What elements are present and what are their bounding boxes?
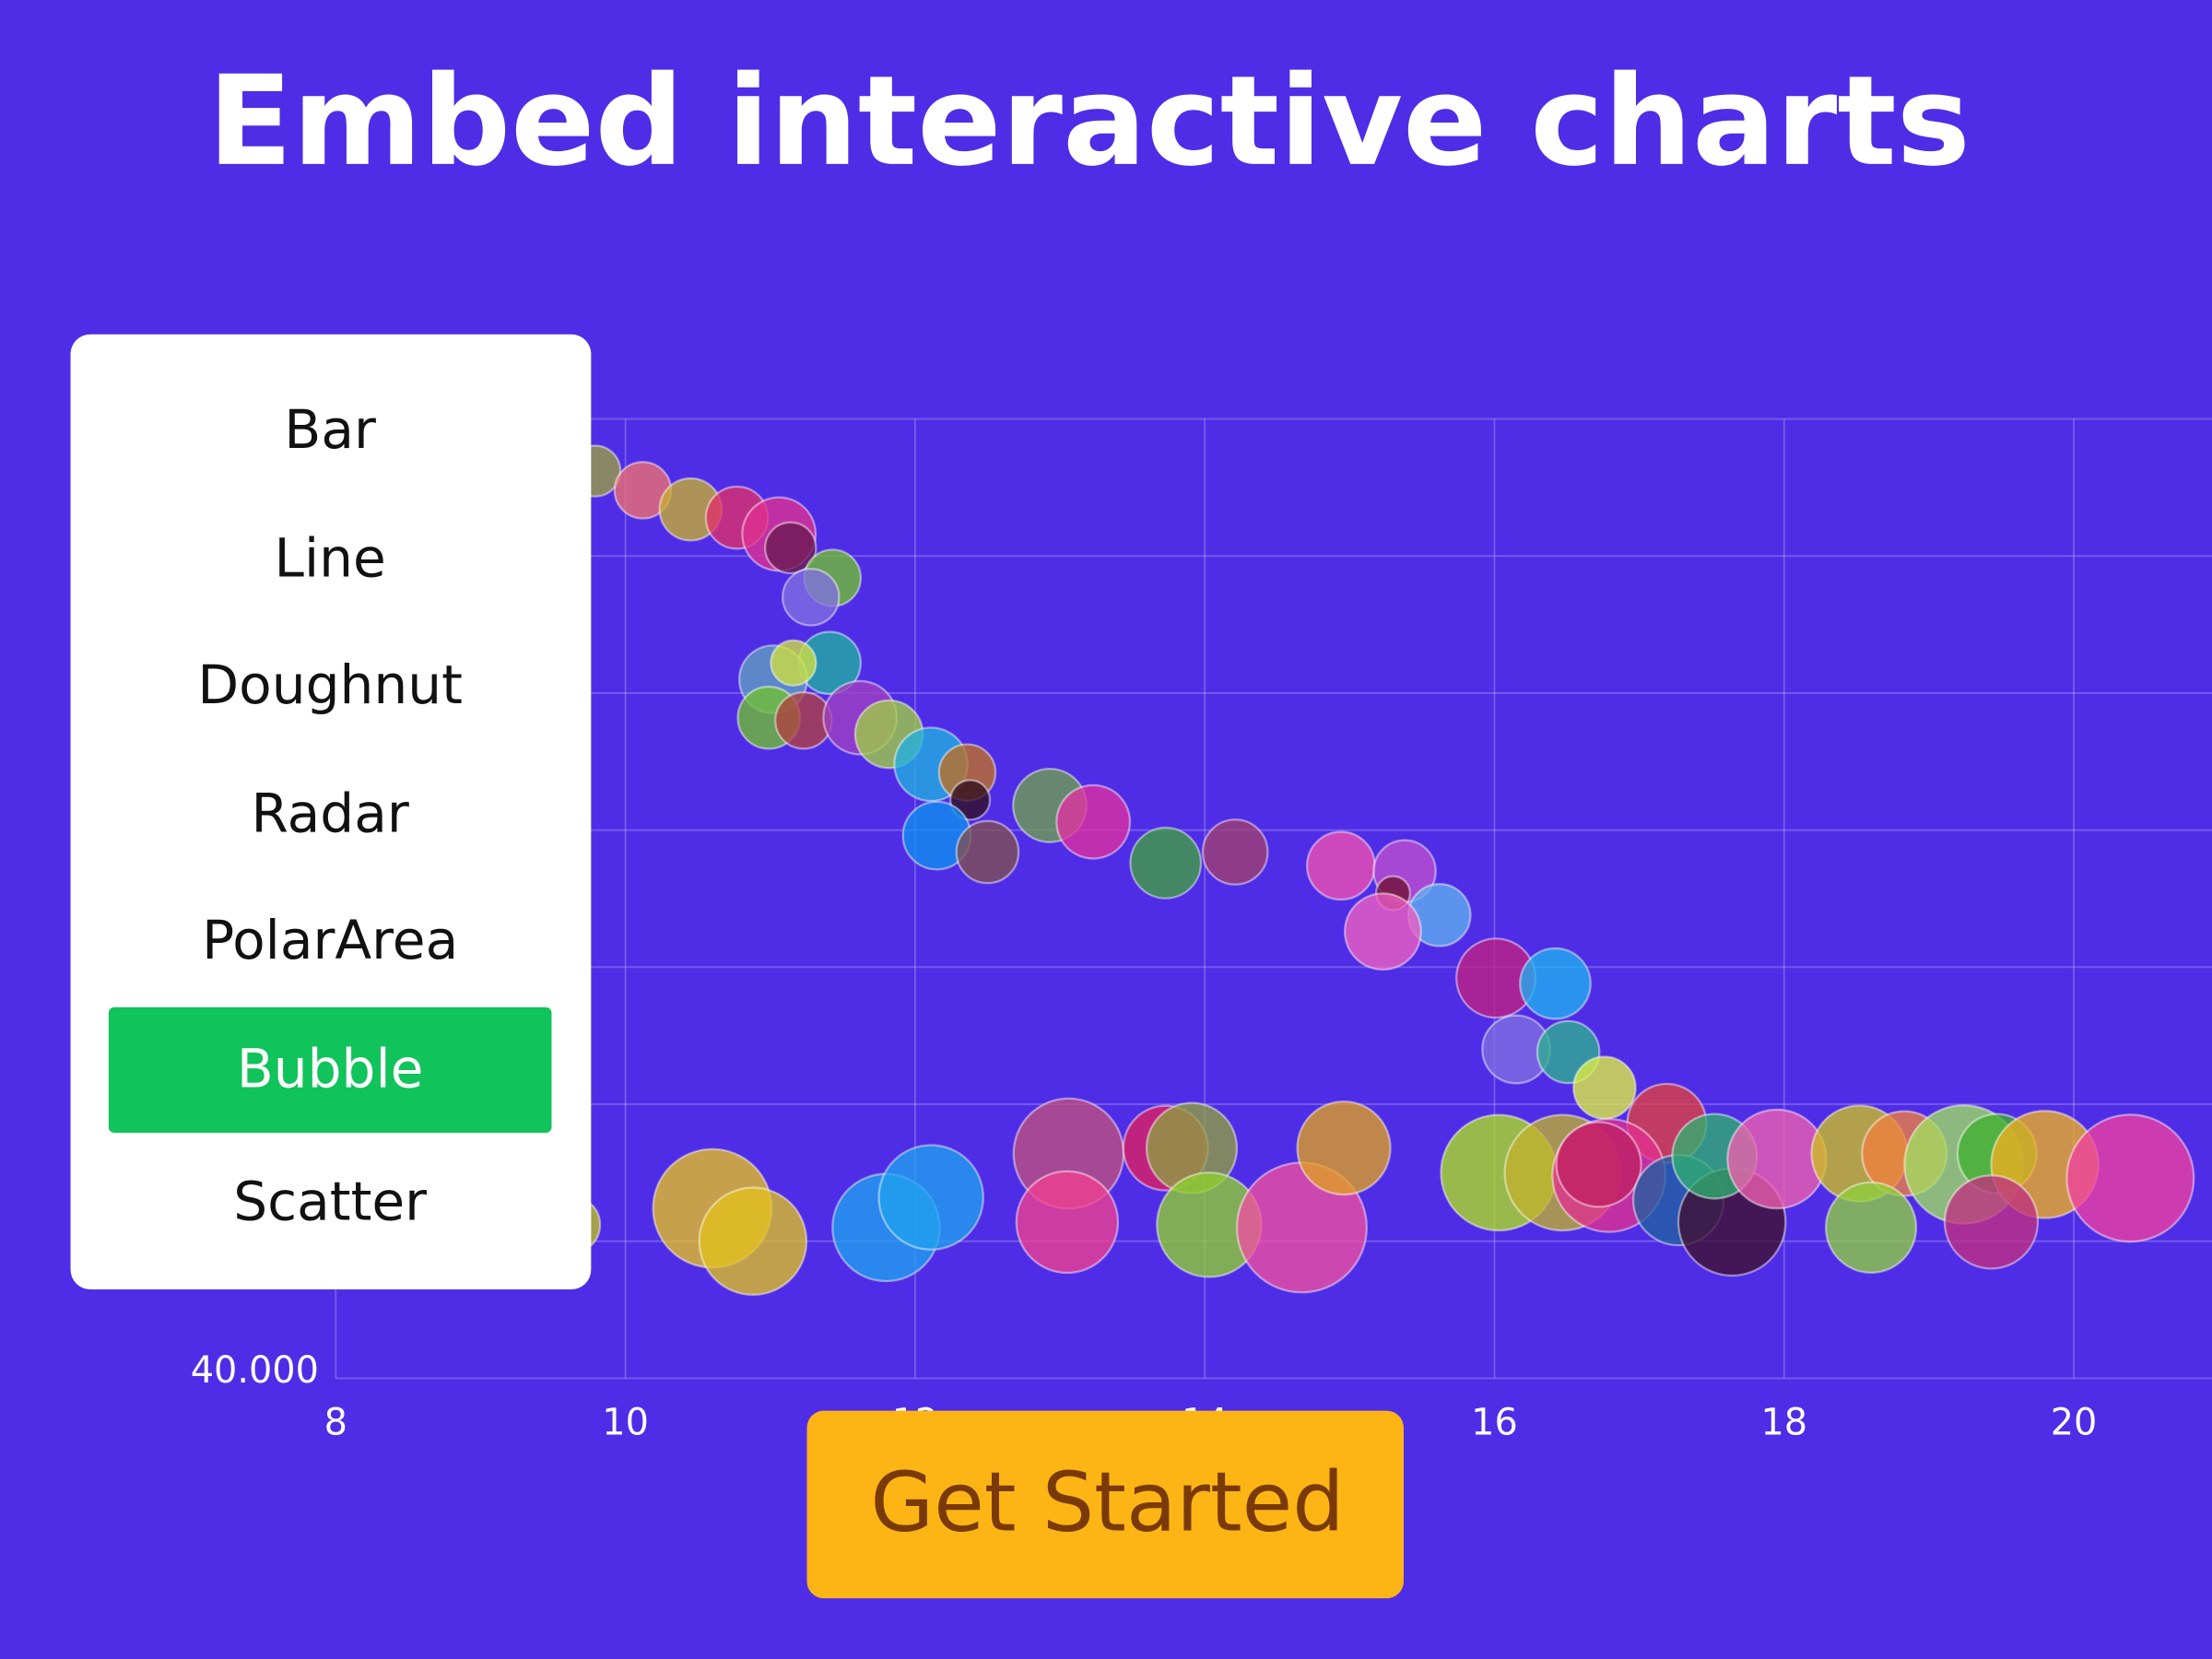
menu-item[interactable]: Doughnut [197,653,463,716]
bubble [2065,1113,2195,1243]
bubble [1943,1174,2040,1270]
menu-item[interactable]: Bubble [237,1037,424,1100]
y-tick-label: 40.000 [191,1349,319,1392]
bubble [955,819,1020,885]
bubble [1296,1100,1392,1196]
bubble [1055,783,1132,860]
menu-item[interactable]: Line [275,526,386,589]
x-tick-label: 20 [2051,1401,2098,1443]
x-tick-label: 16 [1471,1401,1518,1443]
bubble [781,568,841,627]
bubble [1015,1170,1120,1275]
bubble [1824,1181,1918,1274]
get-started-button[interactable] [806,1410,1404,1599]
bubble [1129,826,1203,900]
x-tick-label: 18 [1760,1401,1807,1443]
chart-type-menu: Bar Line Doughnut Radar PolarArea Bubble Scatt… [70,334,592,1289]
bubble [764,521,818,575]
bubble [1201,818,1269,886]
bubble [1572,1055,1637,1121]
bubble [1306,830,1376,901]
bubble [877,1144,984,1251]
bubble [1343,892,1422,971]
bubble [770,639,818,687]
button-label[interactable]: Get Started [870,1455,1344,1550]
bubble [1519,947,1592,1020]
x-tick-label: 8 [324,1401,347,1443]
x-tick-label: 10 [602,1401,649,1443]
bubble [698,1186,808,1297]
menu-item[interactable]: PolarArea [202,909,458,971]
bubble [949,779,992,821]
cta[interactable]: Get Started [806,1410,1404,1599]
bubbles [542,444,2195,1297]
page-title: Embed interactive charts [207,49,1971,194]
menu-item[interactable]: Scatter [233,1170,427,1232]
menu-item-active[interactable] [108,1006,552,1134]
bubble [1555,1121,1642,1208]
menu-item[interactable]: Radar [252,782,409,844]
menu-item[interactable]: Bar [284,398,376,461]
